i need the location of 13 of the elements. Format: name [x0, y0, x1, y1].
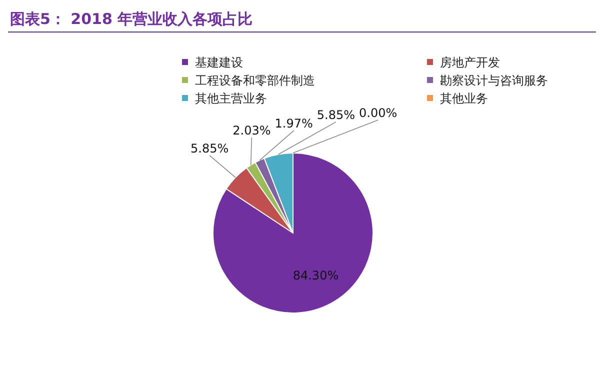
data-label: 2.03% — [232, 123, 271, 138]
data-label: 84.30% — [292, 268, 339, 282]
data-label: 1.97% — [274, 116, 313, 131]
legend-label: 其他主营业务 — [195, 92, 267, 106]
legend-label: 基建建设 — [195, 56, 243, 70]
legend-label: 工程设备和零部件制造 — [195, 74, 315, 88]
legend-label: 房地产开发 — [440, 56, 500, 70]
data-label: 5.85% — [190, 141, 229, 156]
legend-label: 其他业务 — [440, 92, 488, 106]
data-label: 5.85% — [316, 108, 356, 122]
title: 图表5： 2018 年营业收入各项占比 — [10, 10, 253, 28]
text: 0.00% — [359, 106, 398, 120]
legend-label: 勘察设计与咨询服务 — [440, 74, 548, 88]
